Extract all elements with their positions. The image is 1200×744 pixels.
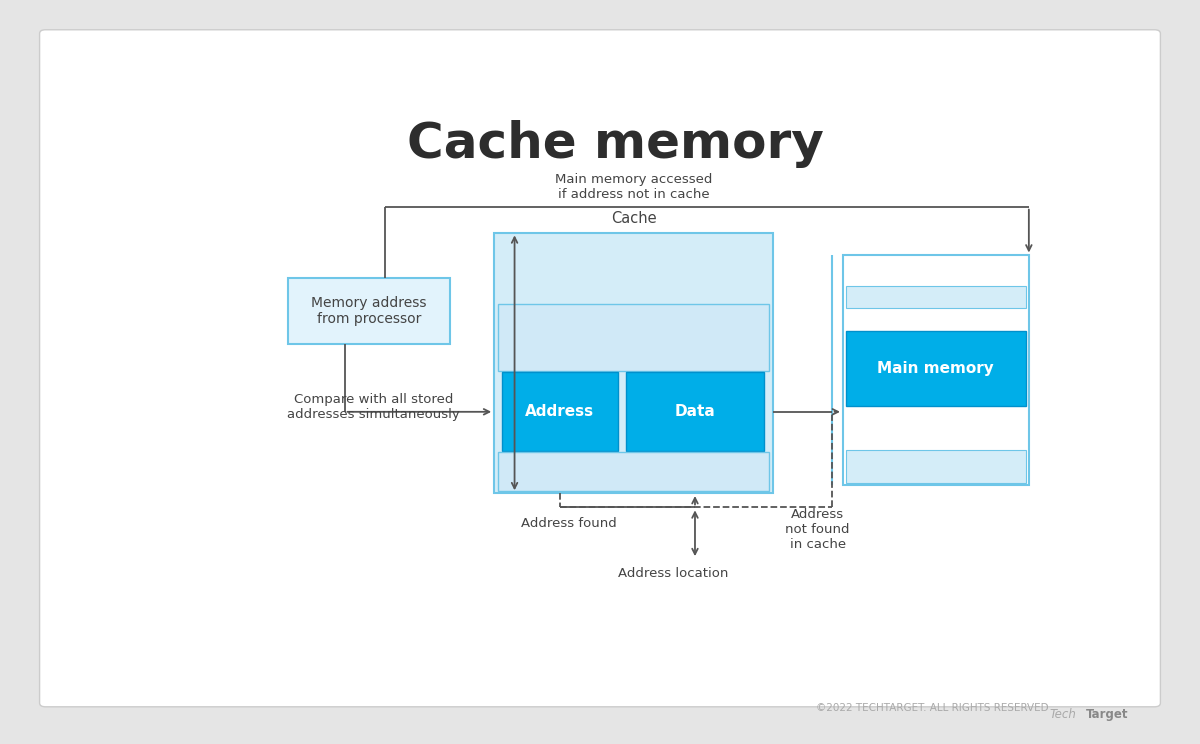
Bar — [626, 372, 764, 452]
Text: Compare with all stored
addresses simultaneously: Compare with all stored addresses simult… — [287, 394, 460, 421]
Text: Cache: Cache — [611, 211, 656, 225]
Text: Address found: Address found — [521, 517, 617, 530]
Text: ©2022 TECHTARGET. ALL RIGHTS RESERVED: ©2022 TECHTARGET. ALL RIGHTS RESERVED — [816, 703, 1049, 713]
Text: Memory address
from processor: Memory address from processor — [311, 296, 427, 327]
Text: Main memory accessed
if address not in cache: Main memory accessed if address not in c… — [554, 173, 713, 201]
Text: Tech: Tech — [1050, 708, 1076, 721]
Bar — [494, 232, 773, 493]
Bar — [502, 372, 618, 452]
Text: Address
not found
in cache: Address not found in cache — [786, 507, 850, 551]
Text: Address: Address — [526, 404, 594, 420]
Text: Target: Target — [1086, 708, 1128, 721]
Text: Main memory: Main memory — [877, 361, 995, 376]
Bar — [846, 286, 1026, 308]
Text: Address location: Address location — [618, 567, 728, 580]
Bar — [842, 255, 1028, 484]
Text: Data: Data — [674, 404, 715, 420]
Bar — [288, 278, 450, 344]
Bar — [498, 304, 769, 371]
Bar — [846, 449, 1026, 483]
Text: Cache memory: Cache memory — [407, 120, 823, 167]
Bar — [498, 452, 769, 492]
Bar — [846, 331, 1026, 405]
